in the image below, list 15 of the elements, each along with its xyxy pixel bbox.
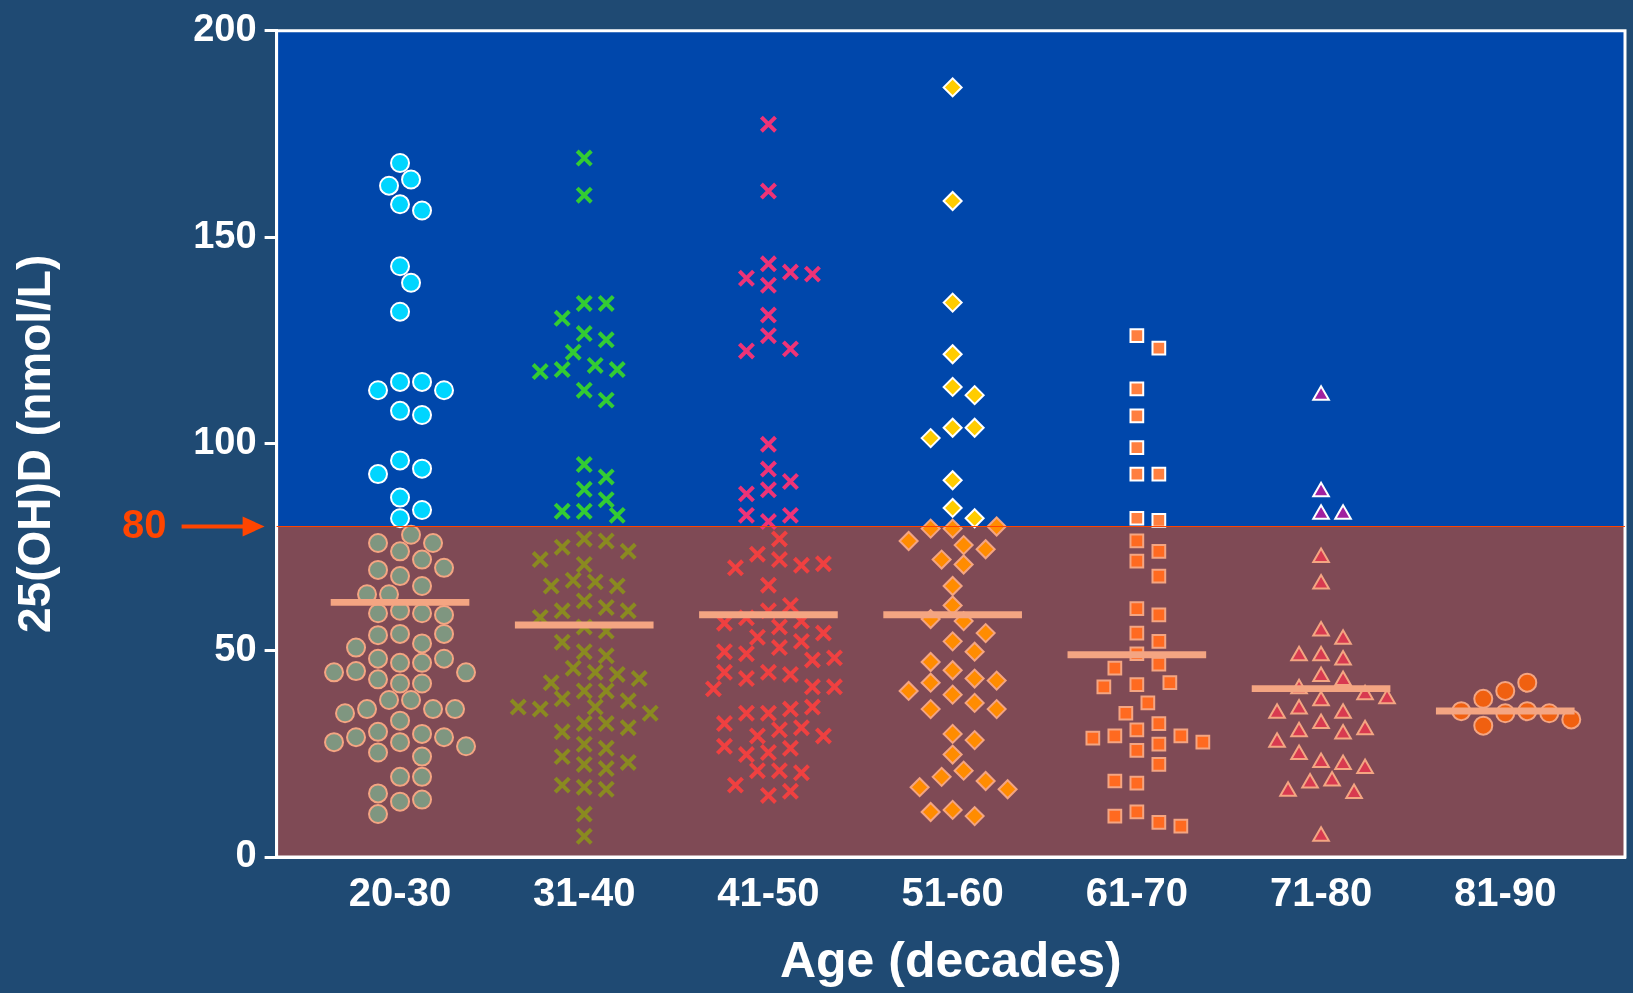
x-tick-label: 41-50 [717,870,820,915]
x-tick-label: 51-60 [901,870,1004,915]
ref-line-label: 80 [122,501,167,546]
y-tick-label: 200 [193,7,257,50]
x-tick-label: 31-40 [533,870,636,915]
x-axis-title: Age (decades) [779,931,1122,988]
y-axis-title: 25(OH)D (nmol/L) [8,254,61,633]
x-tick-label: 71-80 [1269,870,1373,915]
x-tick-label: 81-90 [1454,870,1557,915]
y-tick-label: 150 [193,213,257,256]
x-tick-label: 20-30 [348,870,452,915]
y-tick-label: 50 [214,626,257,669]
y-tick-label: 100 [193,420,257,463]
x-tick-label: 61-70 [1085,870,1189,915]
y-tick-label: 0 [235,833,257,876]
